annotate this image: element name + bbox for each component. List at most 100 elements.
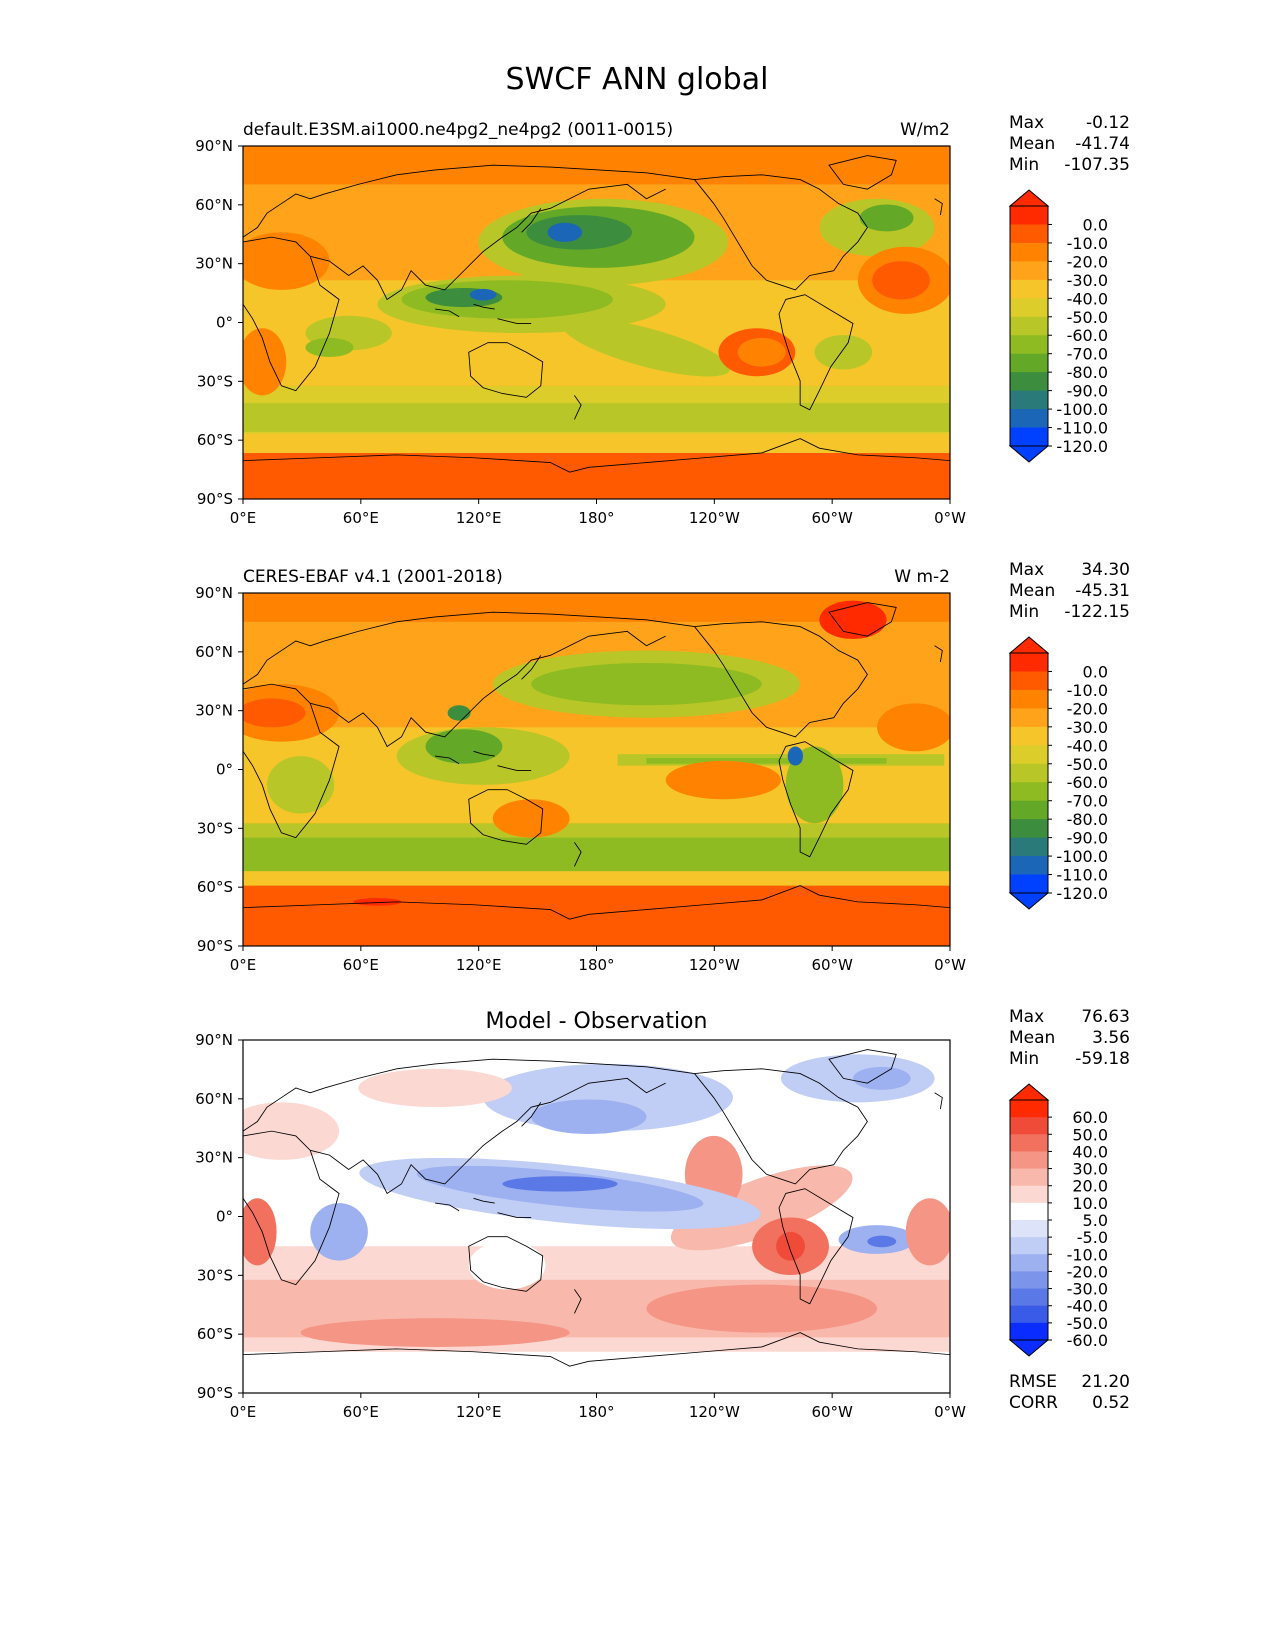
stat-label: Min	[1009, 602, 1039, 622]
colorbar-segment	[1010, 206, 1048, 225]
x-tick-label: 60°E	[343, 1403, 379, 1421]
y-tick-label: 90°N	[195, 584, 233, 602]
y-tick-label: 0°	[216, 314, 233, 332]
y-tick-label: 60°N	[195, 196, 233, 214]
colorbar-segment	[1010, 1271, 1048, 1290]
colorbar-label: -30.0	[1067, 271, 1108, 290]
colorbar-label: -110.0	[1056, 866, 1108, 885]
y-tick-label: 90°N	[195, 137, 233, 155]
colorbar-segment	[1010, 335, 1048, 355]
colorbar-segment	[1010, 427, 1048, 447]
colorbar-label: -30.0	[1067, 718, 1108, 737]
x-tick-label: 120°W	[689, 956, 740, 974]
colorbar-label: -50.0	[1067, 755, 1108, 774]
colorbar-label: 10.0	[1072, 1194, 1108, 1213]
colorbar-label: -30.0	[1067, 1280, 1108, 1299]
colorbar-segment	[1010, 819, 1048, 839]
colorbar-label: -20.0	[1067, 252, 1108, 271]
y-tick-label: 30°N	[195, 255, 233, 273]
stat-label: Mean	[1009, 1028, 1055, 1048]
x-tick-label: 120°E	[456, 509, 502, 527]
x-tick-label: 180°	[578, 1403, 614, 1421]
y-tick-label: 90°S	[197, 490, 233, 508]
colorbar-segment	[1010, 1305, 1048, 1324]
stat-label: RMSE	[1009, 1372, 1057, 1392]
contour-field	[243, 146, 950, 500]
contour-map	[243, 593, 950, 946]
colorbar-segment	[1010, 856, 1048, 876]
stat-value: 34.30	[1081, 560, 1130, 580]
colorbar-segment	[1010, 1151, 1048, 1170]
colorbar-segment	[1010, 372, 1048, 392]
x-tick-label: 60°E	[343, 509, 379, 527]
colorbar-segment	[1010, 837, 1048, 857]
panel-model: default.E3SM.ai1000.ne4pg2_ne4pg2 (0011-…	[195, 113, 1130, 527]
panel-obs: CERES-EBAF v4.1 (2001-2018) W m-2 0°E 60°E 1…	[195, 560, 1130, 974]
y-tick-label: 60°S	[197, 878, 233, 896]
x-tick-label: 120°W	[689, 1403, 740, 1421]
colorbar-segment	[1010, 409, 1048, 429]
contour-map	[243, 146, 950, 500]
stat-label: Max	[1009, 113, 1044, 133]
x-tick-label: 0°W	[934, 956, 966, 974]
x-tick-label: 180°	[578, 509, 614, 527]
colorbar-label: -100.0	[1056, 400, 1108, 419]
colorbar-label: -20.0	[1067, 699, 1108, 718]
panel-units: W m-2	[894, 567, 950, 587]
x-tick-label: 0°W	[934, 509, 966, 527]
contour-map	[243, 1040, 950, 1393]
y-tick-label: 30°S	[197, 1266, 233, 1284]
stat-label: CORR	[1009, 1393, 1058, 1413]
colorbar-segment	[1010, 1237, 1048, 1255]
colorbar-label: -60.0	[1067, 773, 1108, 792]
colorbar-segment	[1010, 353, 1048, 373]
colorbar-extend-top	[1008, 636, 1050, 654]
colorbar-segment	[1010, 874, 1048, 894]
x-tick-label: 0°E	[230, 1403, 257, 1421]
contour-field	[243, 593, 950, 946]
colorbar-segment	[1010, 1254, 1048, 1272]
colorbar-segment	[1010, 745, 1048, 765]
y-tick-label: 90°S	[197, 1384, 233, 1402]
stat-value: -45.31	[1075, 581, 1130, 601]
x-tick-label: 120°E	[456, 1403, 502, 1421]
colorbar-frame	[1009, 652, 1049, 894]
panel-left-title: CERES-EBAF v4.1 (2001-2018)	[243, 567, 503, 587]
colorbar-extend-bottom	[1008, 892, 1050, 910]
colorbar-label: -5.0	[1077, 1228, 1108, 1247]
colorbar-segment	[1010, 726, 1048, 746]
stat-value: 0.52	[1092, 1393, 1130, 1413]
colorbar-segment	[1010, 1134, 1048, 1152]
colorbar-label: -40.0	[1067, 289, 1108, 308]
stat-value: 3.56	[1092, 1028, 1130, 1048]
stat-label: Mean	[1009, 134, 1055, 154]
colorbar-label: -10.0	[1067, 1245, 1108, 1264]
colorbar-extend-top	[1008, 189, 1050, 207]
colorbar-label: 50.0	[1072, 1125, 1108, 1144]
colorbar: 0.0-10.0-20.0-30.0-40.0-50.0-60.0-70.0-8…	[1008, 636, 1108, 910]
colorbar-segment	[1010, 1220, 1048, 1238]
x-tick-label: 120°W	[689, 509, 740, 527]
colorbar-label: -10.0	[1067, 234, 1108, 253]
colorbar-label: -40.0	[1067, 1297, 1108, 1316]
colorbar-frame	[1009, 205, 1049, 447]
colorbar-extend-bottom	[1008, 1339, 1050, 1357]
stat-value: -122.15	[1064, 602, 1130, 622]
contour-field	[243, 1040, 950, 1393]
colorbar-segment	[1010, 242, 1048, 262]
stat-label: Min	[1009, 155, 1039, 175]
stat-label: Min	[1009, 1049, 1039, 1069]
x-tick-label: 0°E	[230, 956, 257, 974]
stat-label: Max	[1009, 560, 1044, 580]
colorbar: 0.0-10.0-20.0-30.0-40.0-50.0-60.0-70.0-8…	[1008, 189, 1108, 463]
colorbar-segment	[1010, 261, 1048, 281]
stat-value: 76.63	[1081, 1007, 1130, 1027]
colorbar-segment	[1010, 653, 1048, 672]
colorbar-label: 60.0	[1072, 1108, 1108, 1127]
x-tick-label: 0°W	[934, 1403, 966, 1421]
colorbar-label: 20.0	[1072, 1177, 1108, 1196]
colorbar-label: -40.0	[1067, 736, 1108, 755]
stat-value: -41.74	[1075, 134, 1130, 154]
colorbar-label: -50.0	[1067, 1314, 1108, 1333]
